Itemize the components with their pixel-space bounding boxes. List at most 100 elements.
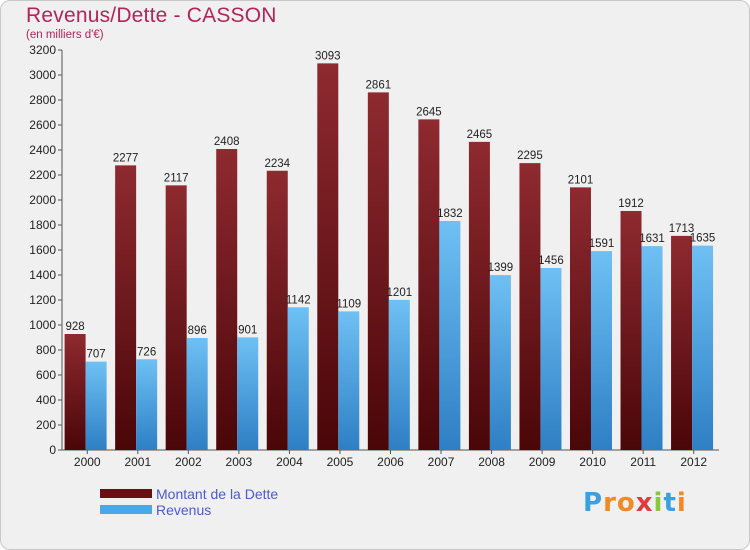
y-tick-label: 1400 xyxy=(29,268,56,282)
bar-dette xyxy=(620,211,642,450)
bar-dette xyxy=(266,170,288,450)
legend-label-revenus: Revenus xyxy=(156,502,212,518)
data-label-dette: 2295 xyxy=(517,150,543,162)
bar-dette xyxy=(367,92,389,450)
bar-dette xyxy=(418,119,440,450)
data-label-revenus: 1399 xyxy=(488,262,514,274)
bar-revenus xyxy=(540,268,562,450)
bar-dette xyxy=(317,63,339,450)
y-tick-label: 600 xyxy=(36,368,56,382)
logo-letter: i xyxy=(676,488,687,518)
y-tick-label: 1200 xyxy=(29,293,56,307)
y-tick-label: 2600 xyxy=(29,118,56,132)
bar-dette xyxy=(115,165,137,450)
logo-letter: r xyxy=(603,488,617,518)
x-tick-label: 2008 xyxy=(478,455,505,469)
x-tick-label: 2011 xyxy=(630,455,656,469)
chart-subtitle: (en milliers d'€) xyxy=(26,29,104,41)
data-label-revenus: 1142 xyxy=(286,294,311,306)
x-tick-label: 2001 xyxy=(124,455,151,469)
data-label-dette: 928 xyxy=(66,321,85,333)
data-label-revenus: 1201 xyxy=(387,287,413,299)
data-label-dette: 3093 xyxy=(315,50,341,62)
logo-letter: x xyxy=(635,488,654,518)
data-label-dette: 1713 xyxy=(669,223,695,235)
x-tick-label: 2006 xyxy=(377,455,404,469)
data-label-dette: 1912 xyxy=(618,198,644,210)
data-label-dette: 2465 xyxy=(467,129,493,141)
y-tick-label: 2200 xyxy=(29,168,56,182)
data-label-revenus: 1635 xyxy=(690,233,716,245)
bar-revenus xyxy=(388,299,410,450)
logo-letter: t xyxy=(663,488,677,518)
data-label-revenus: 901 xyxy=(238,324,257,336)
bar-revenus xyxy=(692,245,714,450)
data-label-revenus: 1832 xyxy=(437,208,463,220)
axes: 0 200 400 600 800 1000 1200 1400 1600 1800 2000 220… xyxy=(29,43,719,469)
y-tick-label: 2400 xyxy=(29,143,56,157)
x-tick-label: 2009 xyxy=(529,455,556,469)
proxiti-logo: Proxiti xyxy=(583,488,687,518)
logo-letter: o xyxy=(616,488,636,518)
y-tick-label: 400 xyxy=(36,393,56,407)
data-label-dette: 2408 xyxy=(214,136,240,148)
y-tick-label: 3000 xyxy=(29,68,56,82)
y-tick-label: 2000 xyxy=(29,193,56,207)
y-tick-label: 1600 xyxy=(29,243,56,257)
bar-revenus xyxy=(439,221,461,450)
bar-revenus xyxy=(641,246,663,450)
data-label-revenus: 896 xyxy=(188,325,207,337)
data-label-dette: 2101 xyxy=(568,174,594,186)
data-label-dette: 2117 xyxy=(164,172,189,184)
x-tick-label: 2007 xyxy=(428,455,455,469)
data-label-revenus: 1591 xyxy=(589,238,615,250)
y-tick-label: 200 xyxy=(36,418,56,432)
x-tick-label: 2002 xyxy=(175,455,202,469)
bar-dette xyxy=(64,334,86,450)
x-tick-label: 2004 xyxy=(276,455,303,469)
bar-dette xyxy=(216,149,238,450)
bar-revenus xyxy=(186,338,208,450)
x-tick-label: 2012 xyxy=(680,455,707,469)
data-label-dette: 2645 xyxy=(416,106,442,118)
data-label-revenus: 1109 xyxy=(336,298,361,310)
data-label-revenus: 1631 xyxy=(639,233,665,245)
y-tick-label: 3200 xyxy=(29,43,56,57)
y-tick-label: 2800 xyxy=(29,93,56,107)
bar-revenus xyxy=(287,307,309,450)
data-label-revenus: 726 xyxy=(137,346,156,358)
logo-letter: i xyxy=(653,488,664,518)
bar-revenus xyxy=(489,275,511,450)
bar-dette xyxy=(519,163,541,450)
bars xyxy=(64,63,714,450)
bar-revenus xyxy=(85,361,107,450)
data-label-dette: 2277 xyxy=(113,152,139,164)
x-tick-label: 2005 xyxy=(327,455,354,469)
y-tick-label: 1800 xyxy=(29,218,56,232)
data-label-dette: 2861 xyxy=(366,79,392,91)
chart-title: Revenus/Dette - CASSON xyxy=(26,4,277,27)
legend-swatch-dette xyxy=(100,489,152,498)
data-labels: 928 707 2277 726 2117 896 2408 901 2234 1142 3093 1… xyxy=(66,50,716,360)
bar-revenus xyxy=(338,311,360,450)
bar-revenus xyxy=(590,251,612,450)
data-label-revenus: 1456 xyxy=(538,255,564,267)
data-label-dette: 2234 xyxy=(264,158,290,170)
bar-dette xyxy=(165,185,187,450)
data-label-revenus: 707 xyxy=(87,349,106,361)
x-tick-label: 2010 xyxy=(579,455,606,469)
bar-revenus xyxy=(237,337,259,450)
bar-dette xyxy=(468,141,490,450)
y-tick-label: 0 xyxy=(49,443,56,457)
y-tick-label: 800 xyxy=(36,343,56,357)
bar-revenus xyxy=(136,359,158,450)
x-tick-label: 2000 xyxy=(74,455,101,469)
y-tick-label: 1000 xyxy=(29,318,56,332)
legend-swatch-revenus xyxy=(100,505,152,514)
bar-dette xyxy=(671,235,693,450)
legend-label-dette: Montant de la Dette xyxy=(156,486,279,502)
x-tick-label: 2003 xyxy=(226,455,253,469)
bar-dette xyxy=(569,187,591,450)
logo-letter: P xyxy=(583,488,604,518)
